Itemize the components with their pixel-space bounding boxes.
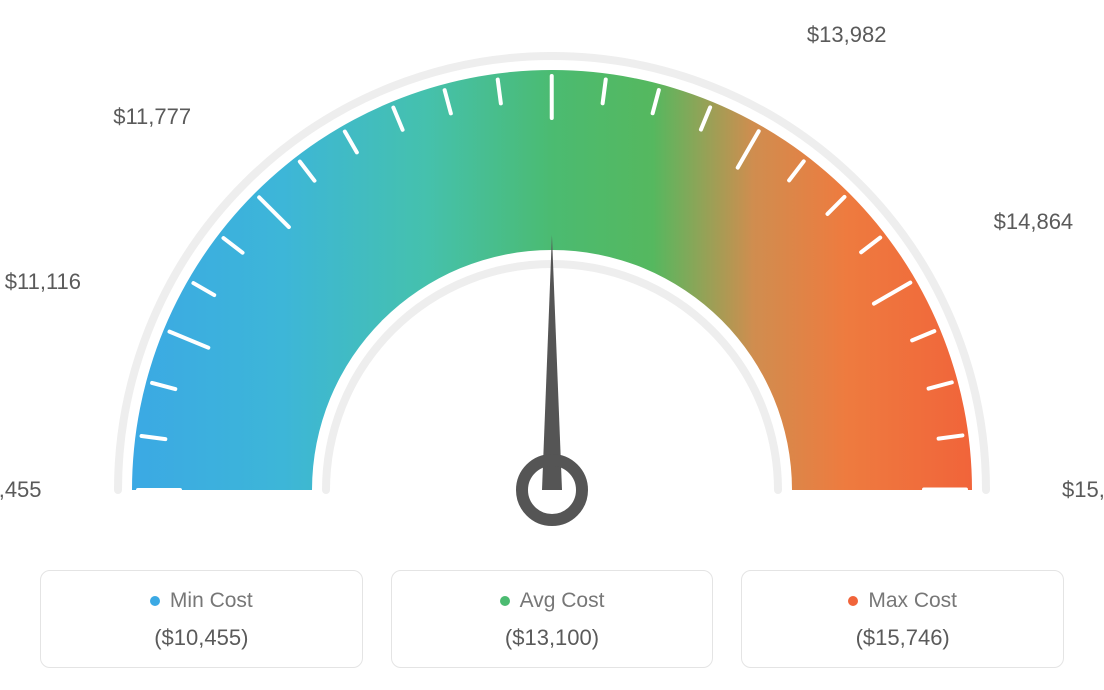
max-cost-card: Max Cost ($15,746) [741,570,1064,668]
scale-label: $14,864 [994,209,1074,235]
bullet-icon [500,596,510,606]
min-cost-value: ($10,455) [51,625,352,651]
scale-label: $11,116 [5,269,81,295]
bullet-icon [150,596,160,606]
gauge-svg [0,0,1104,560]
scale-label: $10,455 [0,477,42,503]
card-title-row: Min Cost [51,589,352,613]
min-cost-card: Min Cost ($10,455) [40,570,363,668]
avg-cost-card: Avg Cost ($13,100) [391,570,714,668]
card-title-row: Max Cost [752,589,1053,613]
card-title-row: Avg Cost [402,589,703,613]
summary-cards: Min Cost ($10,455) Avg Cost ($13,100) Ma… [40,570,1064,668]
chart-container: $10,455$11,116$11,777$13,100$13,982$14,8… [0,0,1104,690]
bullet-icon [848,596,858,606]
max-cost-value: ($15,746) [752,625,1053,651]
max-cost-label: Max Cost [868,589,957,613]
gauge-chart: $10,455$11,116$11,777$13,100$13,982$14,8… [0,0,1104,560]
scale-label: $11,777 [113,104,191,130]
scale-label: $13,982 [807,22,887,48]
avg-cost-value: ($13,100) [402,625,703,651]
min-cost-label: Min Cost [170,589,253,613]
avg-cost-label: Avg Cost [520,589,605,613]
scale-label: $15,746 [1062,477,1104,503]
